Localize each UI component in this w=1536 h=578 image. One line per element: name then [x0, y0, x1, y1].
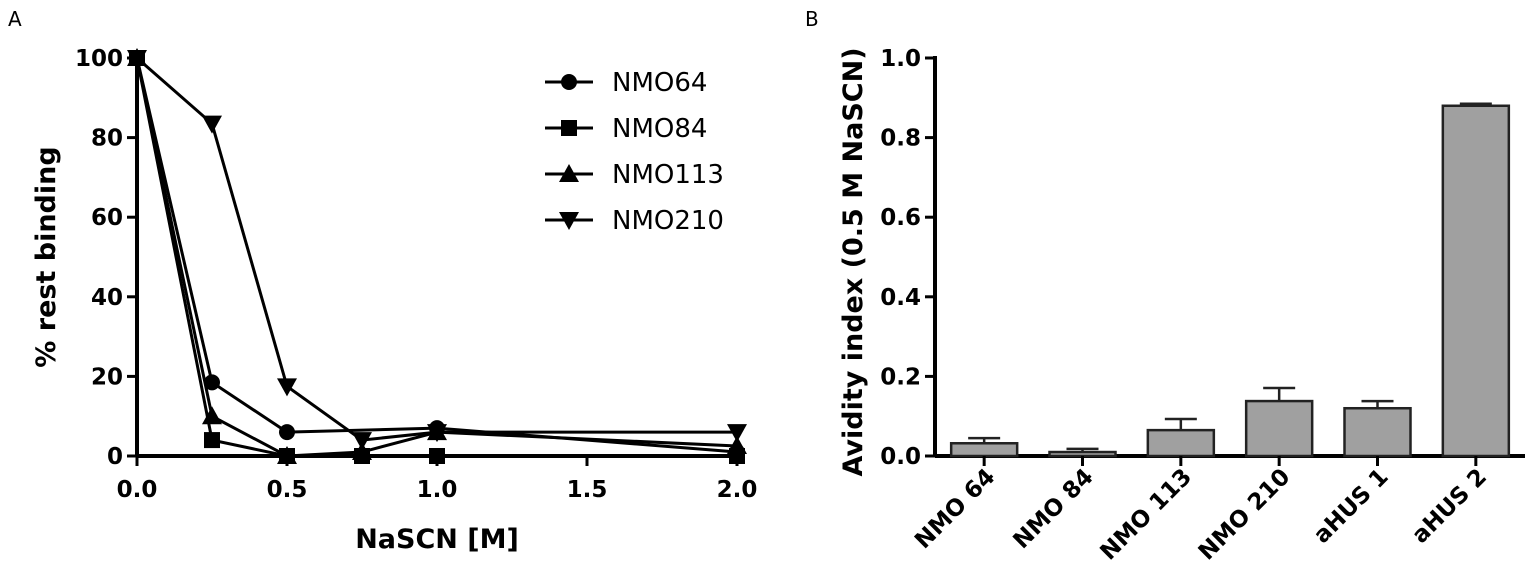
bar-group: NMO 84	[1008, 447, 1117, 554]
data-point	[352, 432, 372, 451]
data-point	[427, 424, 447, 443]
category-label: NMO 64	[910, 464, 1000, 554]
series-nmo210	[127, 50, 747, 451]
data-point	[202, 406, 222, 425]
legend-marker	[561, 74, 577, 90]
y-tick-label: 60	[91, 205, 123, 231]
bar-group: aHUS 1	[1309, 399, 1412, 549]
data-point	[727, 424, 747, 443]
series-line	[135, 57, 737, 458]
bar	[1441, 104, 1511, 458]
bar-group: NMO 210	[1194, 386, 1314, 566]
y-axis-label: % rest binding	[31, 146, 62, 367]
legend-item: NMO84	[545, 114, 707, 144]
category-label: NMO 210	[1194, 464, 1296, 566]
legend-marker	[559, 212, 579, 230]
x-tick-label: 0.0	[117, 477, 158, 503]
bar	[1244, 399, 1314, 458]
legend-label: NMO84	[612, 114, 707, 144]
bar-chart: 0.0 0.2 0.4 0.6 0.8 1.0 Avidity index (0.5 M N…	[838, 46, 1525, 565]
bar	[1343, 406, 1412, 458]
legend: NMO64 NMO84 NMO113 NMO210	[545, 68, 724, 236]
panel-label-b: B	[805, 7, 819, 31]
y-tick-label: 0.0	[880, 444, 921, 470]
y-tick-label: 0.8	[880, 126, 921, 152]
legend-item: NMO210	[545, 206, 724, 236]
data-point	[204, 374, 220, 391]
series-line	[135, 57, 738, 458]
bar	[949, 442, 1019, 458]
y-tick-label: 100	[75, 46, 123, 72]
y-tick-label: 40	[91, 285, 123, 311]
y-tick-label: 1.0	[880, 46, 921, 72]
legend-label: NMO210	[612, 206, 724, 236]
x-tick-label: 1.5	[567, 477, 608, 503]
data-point	[279, 424, 295, 441]
y-tick-label: 20	[91, 364, 123, 390]
x-tick-label: 2.0	[717, 477, 758, 503]
category-label: aHUS 1	[1309, 464, 1394, 549]
bar	[1048, 450, 1117, 458]
category-label: NMO 113	[1095, 464, 1197, 566]
category-label: aHUS 2	[1407, 464, 1492, 549]
data-point	[352, 442, 372, 461]
legend-label: NMO113	[612, 160, 724, 190]
line-chart: 0 20 40 60 80 100 0.0 0.5 1.0 1.5 2.0 NaSCN [M] % re…	[31, 46, 757, 555]
category-label: NMO 84	[1008, 464, 1098, 554]
data-point	[727, 436, 747, 455]
data-point	[204, 432, 220, 449]
series-line	[136, 56, 737, 442]
data-point	[127, 50, 147, 68]
x-tick-label: 1.0	[417, 477, 458, 503]
data-point	[277, 446, 297, 464]
series-nmo84	[129, 50, 745, 464]
x-tick-label: 0.5	[267, 477, 308, 503]
series-nmo64	[129, 50, 745, 461]
data-point	[277, 378, 297, 397]
y-tick-label: 80	[91, 126, 123, 152]
legend-label: NMO64	[612, 68, 707, 98]
legend-marker	[561, 120, 577, 136]
y-axis-label: Avidity index (0.5 M NaSCN)	[838, 47, 869, 476]
legend-marker	[559, 164, 579, 182]
y-tick-label: 0.6	[880, 205, 921, 231]
bar	[1146, 428, 1216, 458]
y-tick-label: 0.4	[880, 285, 921, 311]
bar-group: aHUS 2	[1407, 102, 1511, 549]
data-point	[202, 115, 222, 134]
legend-item: NMO64	[545, 68, 707, 98]
legend-item: NMO113	[545, 160, 724, 190]
data-point	[429, 448, 445, 464]
x-axis-label: NaSCN [M]	[355, 524, 519, 555]
panel-label-a: A	[8, 7, 22, 31]
y-tick-label: 0	[107, 444, 123, 470]
series-nmo113	[127, 48, 747, 464]
y-tick-label: 0.2	[880, 364, 921, 390]
